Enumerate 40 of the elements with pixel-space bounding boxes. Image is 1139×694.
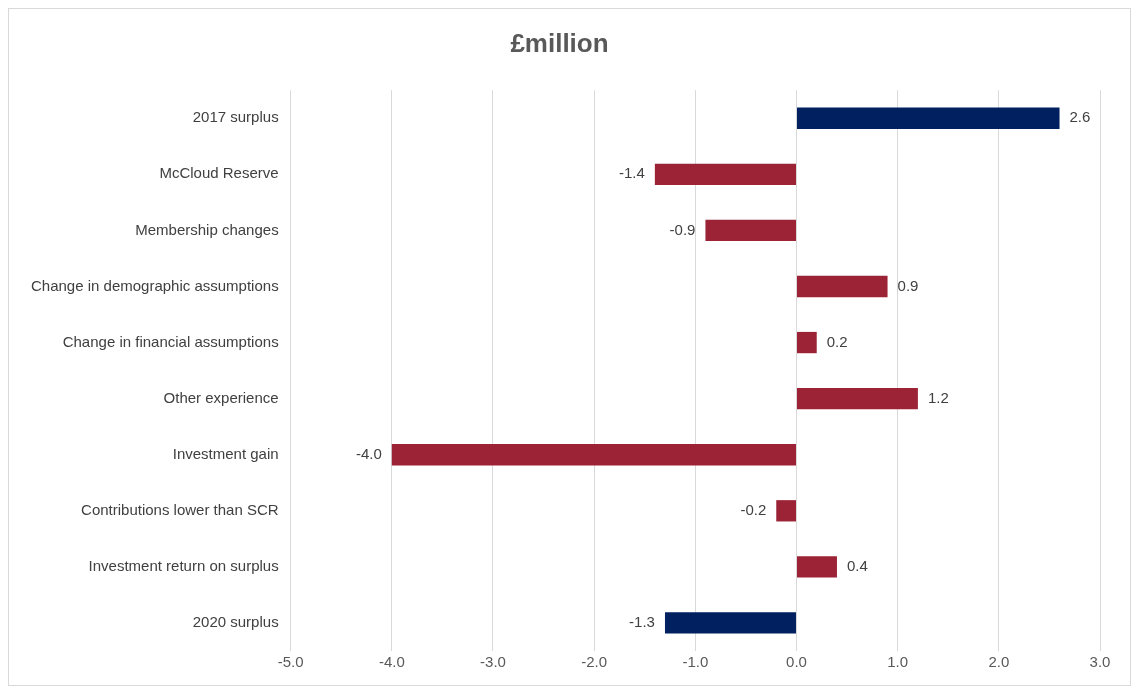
x-tick-label: -5.0 <box>277 653 304 671</box>
data-label: 0.9 <box>897 276 919 294</box>
bar <box>796 556 837 578</box>
chart-title: £million <box>510 27 609 58</box>
y-tick-label: Contributions lower than SCR <box>81 500 279 518</box>
y-tick-label: Membership changes <box>135 220 279 238</box>
data-label: -4.0 <box>355 444 382 462</box>
bar <box>664 612 796 634</box>
data-label: -1.4 <box>619 164 645 182</box>
y-tick-label: 2020 surplus <box>192 613 279 631</box>
x-tick-label: 2.0 <box>988 653 1010 671</box>
data-label: -1.3 <box>629 613 655 631</box>
data-label: 0.4 <box>846 557 868 575</box>
x-tick-label: -4.0 <box>378 653 405 671</box>
x-tick-label: -3.0 <box>480 653 506 671</box>
bar <box>776 500 796 522</box>
x-tick-label: 0.0 <box>786 653 807 671</box>
y-tick-label: Investment return on surplus <box>88 557 279 575</box>
y-tick-label: McCloud Reserve <box>159 164 279 182</box>
data-label: -0.9 <box>669 220 696 238</box>
bar <box>705 219 796 242</box>
bar <box>796 107 1060 129</box>
x-tick-label: -1.0 <box>682 653 709 671</box>
y-tick-label: Change in financial assumptions <box>62 332 279 350</box>
data-label: 2.6 <box>1069 108 1091 126</box>
bar <box>654 163 796 185</box>
y-tick-label: 2017 surplus <box>192 108 279 126</box>
x-tick-label: 3.0 <box>1089 653 1111 671</box>
y-tick-label: Investment gain <box>172 444 279 462</box>
data-label: 0.2 <box>826 332 848 350</box>
bar <box>796 275 888 298</box>
x-tick-label: -2.0 <box>581 653 608 671</box>
y-tick-label: Change in demographic assumptions <box>30 276 279 294</box>
bar <box>796 387 918 410</box>
bar <box>391 444 796 466</box>
x-tick-label: 1.0 <box>887 653 909 671</box>
y-tick-label: Other experience <box>163 388 279 406</box>
bar <box>796 331 817 354</box>
data-label: -0.2 <box>740 500 767 518</box>
data-label: 1.2 <box>927 388 949 406</box>
